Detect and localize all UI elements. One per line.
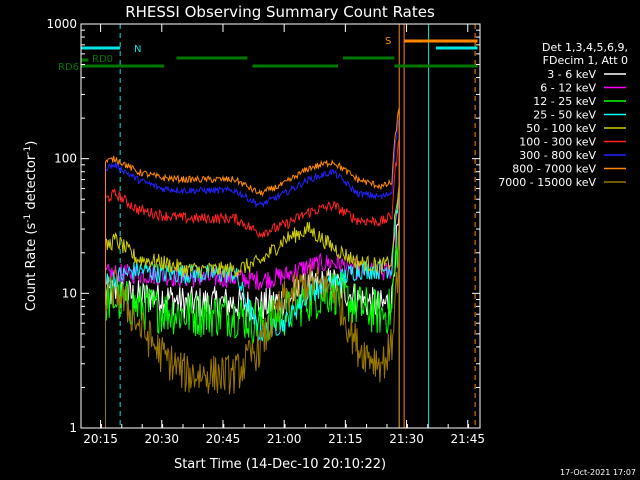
chart-title: RHESSI Observing Summary Count Rates bbox=[125, 3, 435, 21]
plot-frame bbox=[80, 23, 481, 429]
y-tick-label-3: 100 bbox=[54, 152, 77, 166]
night-n-label: N bbox=[134, 44, 141, 55]
x-tick-label-7: 21:45 bbox=[450, 432, 485, 446]
series-line-9 bbox=[105, 249, 400, 428]
series-line-7 bbox=[105, 118, 400, 428]
legend-label-5: 50 - 100 keV bbox=[526, 122, 596, 135]
y-tick-label-4: 1000 bbox=[46, 17, 77, 31]
y-axis-label-sup: -1 bbox=[23, 214, 33, 223]
x-tick-label-5: 21:15 bbox=[328, 432, 363, 446]
legend-label-9: 7000 - 15000 keV bbox=[498, 176, 596, 189]
legend-header-line-2: FDecim 1, Att 0 bbox=[543, 54, 628, 67]
legend-label-8: 800 - 7000 keV bbox=[512, 163, 596, 176]
legend-header-line-1: Det 1,3,4,5,6,9, bbox=[542, 41, 628, 54]
legend-label-7: 300 - 800 keV bbox=[519, 149, 596, 162]
series-line-5 bbox=[105, 182, 400, 428]
rd0-label: RD0 bbox=[92, 54, 113, 65]
x-tick-label-3: 20:45 bbox=[206, 432, 241, 446]
y-axis-label-sup2: -1 bbox=[23, 146, 33, 155]
x-axis-ticks: 20:15 20:30 20:45 21:00 21:15 21:30 21:45 bbox=[80, 24, 485, 446]
y-axis-label-suffix: ) bbox=[24, 141, 39, 146]
y-axis-label: Count Rate (s-1 detector-1) bbox=[23, 141, 39, 312]
series-line-8 bbox=[105, 107, 400, 428]
y-tick-label-2: 10 bbox=[62, 286, 77, 300]
plot-area: RD0 RD6 N S bbox=[58, 23, 481, 429]
saa-s-label: S bbox=[385, 36, 391, 47]
legend-label-2: 6 - 12 keV bbox=[540, 82, 596, 95]
series-line-4 bbox=[105, 192, 400, 428]
x-axis-label: Start Time (14-Dec-10 20:10:22) bbox=[174, 457, 386, 472]
y-axis-label-mid: detector bbox=[24, 154, 39, 214]
timestamp: 17-Oct-2021 17:07 bbox=[560, 468, 636, 477]
y-axis-label-prefix: Count Rate (s bbox=[24, 223, 39, 312]
legend-label-6: 100 - 300 keV bbox=[519, 136, 596, 149]
x-tick-label-2: 20:30 bbox=[144, 432, 179, 446]
legend-label-1: 3 - 6 keV bbox=[547, 68, 596, 81]
rd6-label: RD6 bbox=[58, 62, 79, 73]
y-tick-label-1: 1 bbox=[69, 421, 77, 435]
legend-label-3: 12 - 25 keV bbox=[533, 95, 596, 108]
y-axis-ticks: 1 10 100 1000 bbox=[46, 17, 480, 435]
x-tick-label-6: 21:30 bbox=[389, 432, 424, 446]
series-line-6 bbox=[105, 139, 400, 428]
legend-label-4: 25 - 50 keV bbox=[533, 109, 596, 122]
x-tick-label-4: 21:00 bbox=[267, 432, 302, 446]
x-tick-label-1: 20:15 bbox=[83, 432, 118, 446]
